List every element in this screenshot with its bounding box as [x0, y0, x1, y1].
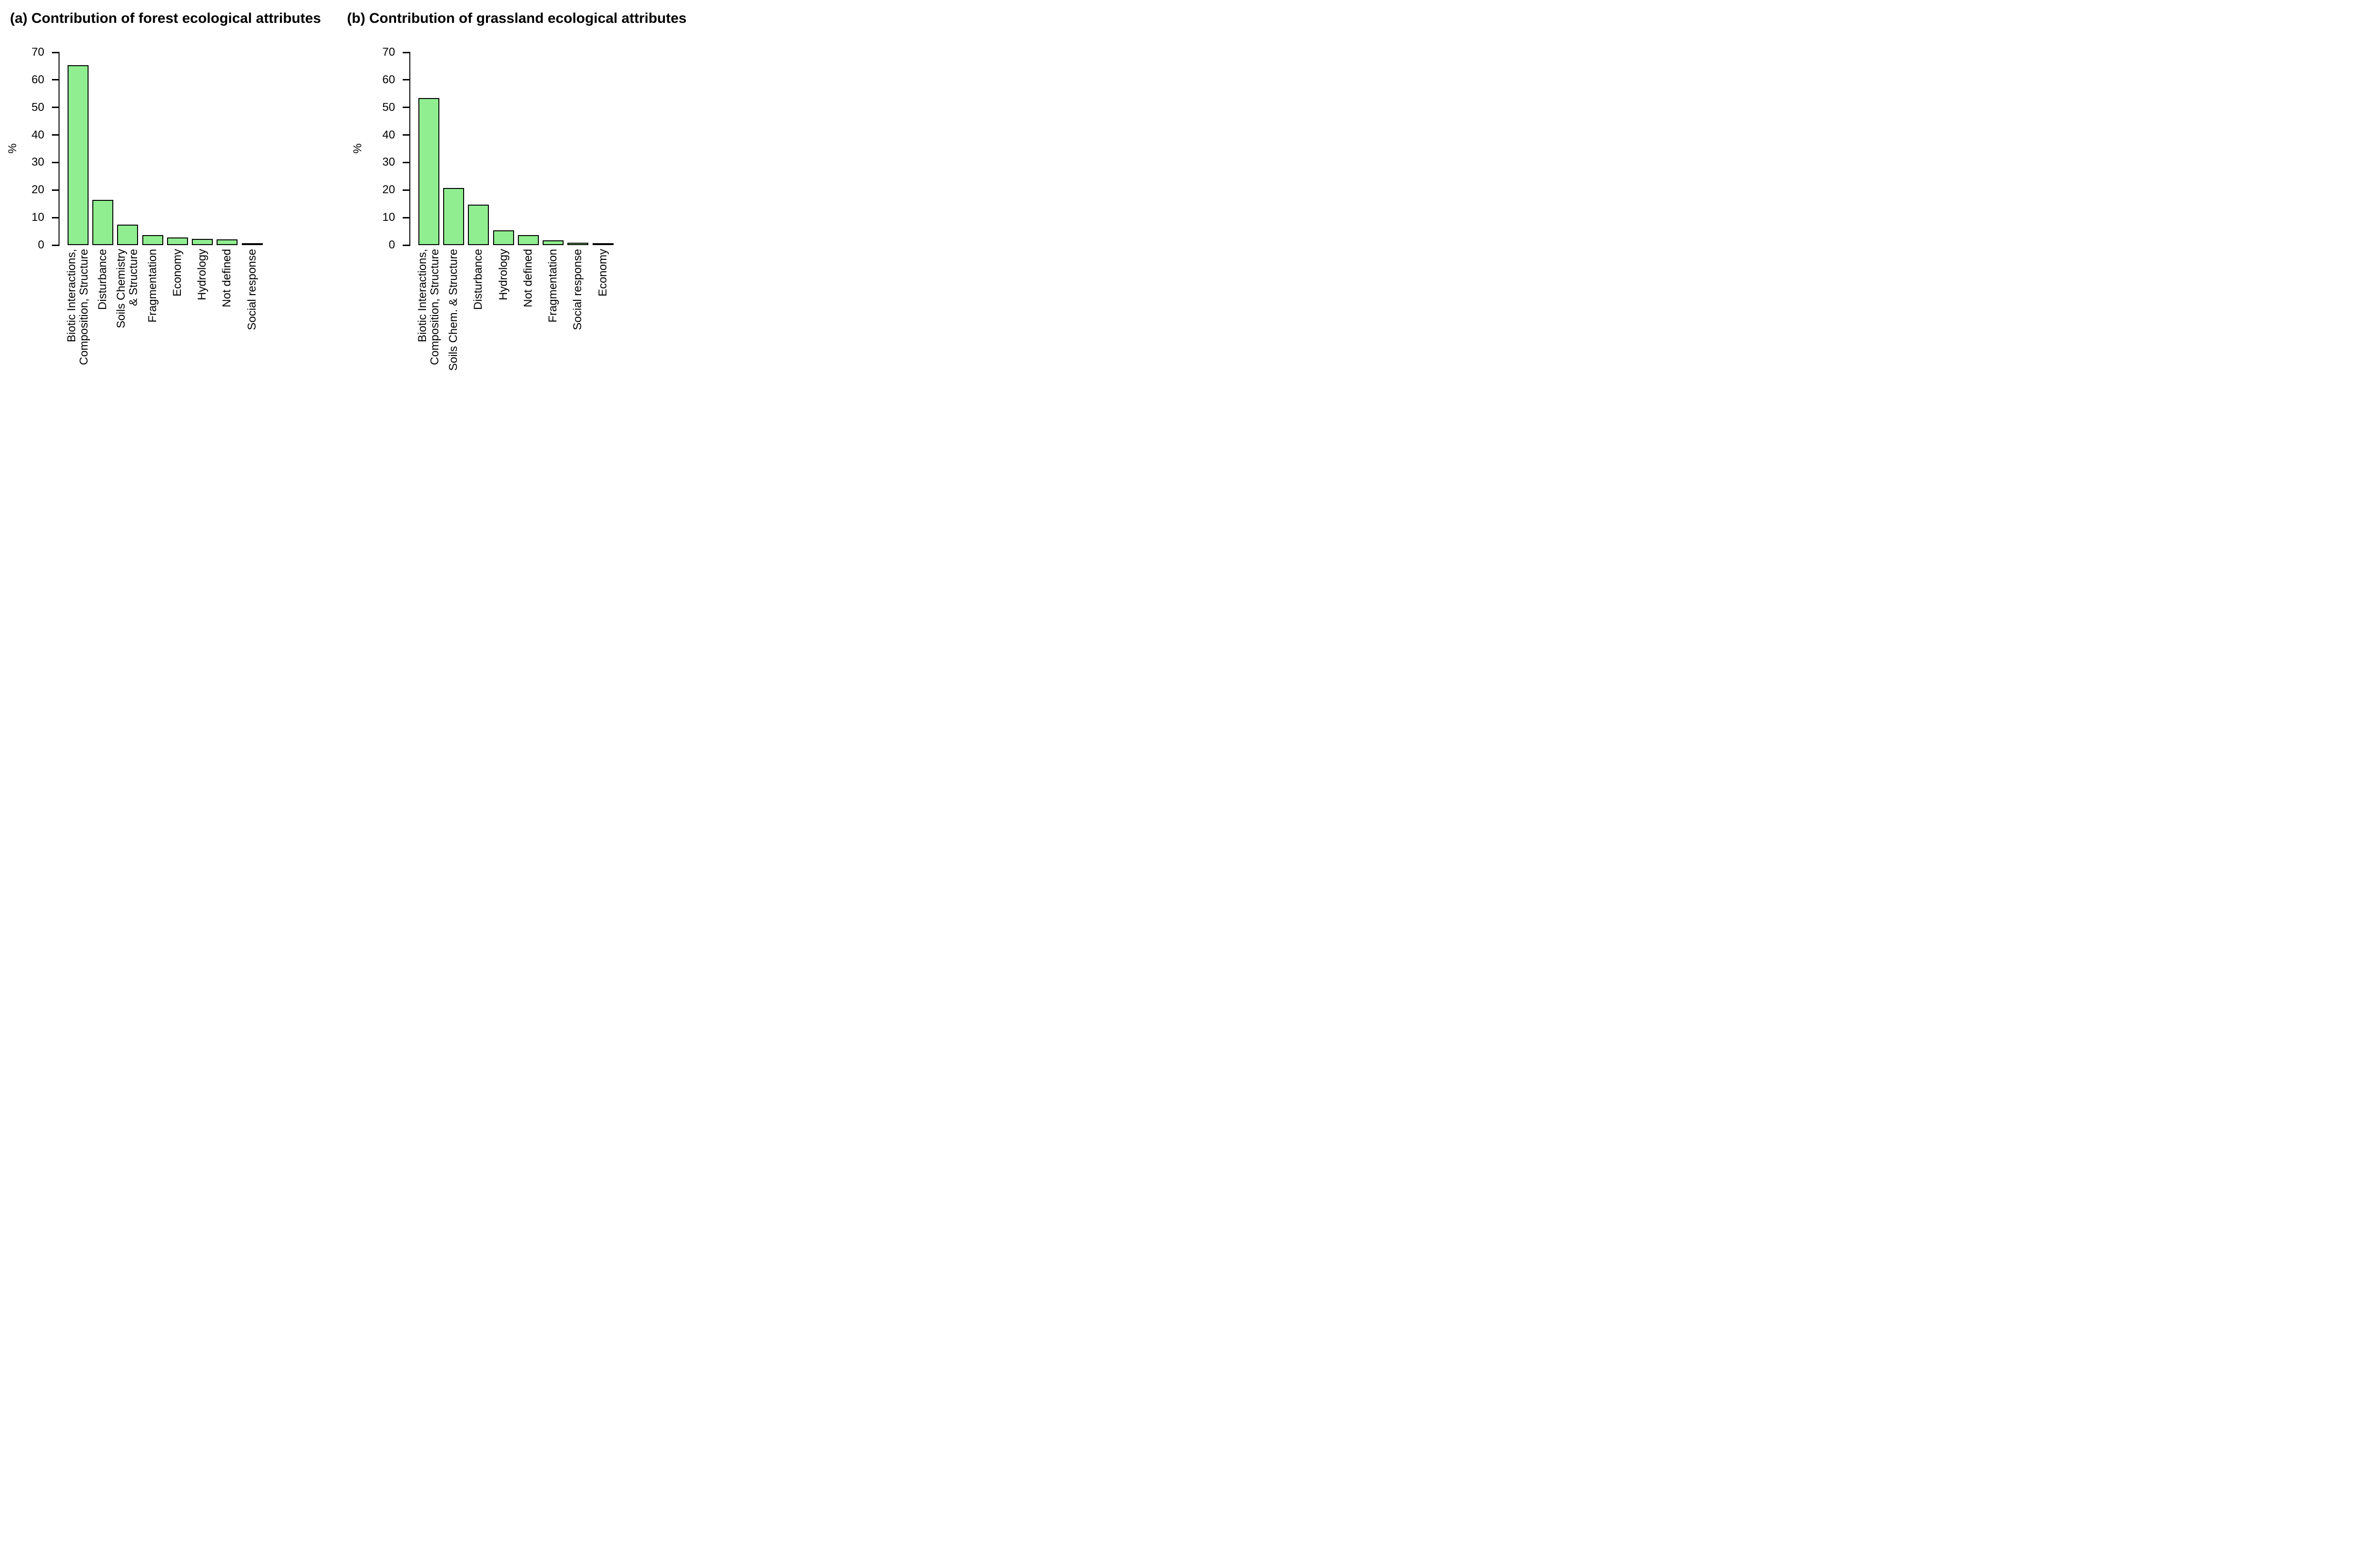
- bar-7: [217, 239, 238, 245]
- x-tick-label: Hydrology: [196, 249, 208, 301]
- y-tick: [403, 134, 409, 136]
- x-tick-label: Economy: [596, 249, 609, 297]
- x-tick-label: Disturbance: [472, 249, 485, 310]
- x-tick-label: Biotic Interactions, Composition, Struct…: [416, 249, 441, 366]
- plot-area-forest: 0 10 20 30 40 50 60 70 Biotic Interactions, Comp…: [0, 0, 345, 388]
- x-tick-label: Soils Chemistry & Structure: [115, 249, 140, 328]
- bar-3: [468, 204, 489, 245]
- x-tick-label: Hydrology: [496, 249, 510, 301]
- x-tick-label: Fragmentation: [146, 249, 159, 323]
- y-tick-label: 20: [31, 183, 44, 197]
- bar-5: [517, 235, 539, 245]
- bar-6: [543, 240, 564, 245]
- bar-6: [192, 239, 213, 245]
- y-tick-label: 60: [382, 73, 395, 86]
- x-tick-label: Economy: [170, 249, 184, 297]
- x-tick-label: Not defined: [220, 249, 234, 307]
- y-tick-label: 30: [382, 156, 395, 169]
- x-tick-label: Soils Chem. & Structure: [447, 249, 460, 371]
- chart-title-grassland: (b) Contribution of grassland ecological…: [347, 10, 687, 26]
- y-tick-label: 70: [31, 46, 44, 59]
- bar-8: [241, 243, 263, 245]
- y-tick-label: 10: [382, 211, 395, 224]
- x-tick-label: Social response: [571, 249, 585, 330]
- y-tick: [52, 189, 59, 191]
- bar-2: [92, 200, 113, 245]
- bar-5: [167, 237, 188, 245]
- y-tick: [403, 244, 409, 246]
- y-tick-label: 40: [31, 128, 44, 141]
- x-tick-label: Disturbance: [96, 249, 109, 310]
- y-tick: [52, 244, 59, 246]
- bar-3: [117, 224, 139, 245]
- x-tick-label: Not defined: [521, 249, 535, 307]
- x-tick-label: Fragmentation: [546, 249, 559, 323]
- y-tick-label: 0: [38, 238, 44, 251]
- x-tick-label: Social response: [245, 249, 258, 330]
- bar-1: [67, 65, 89, 245]
- y-tick: [403, 161, 409, 163]
- y-tick-label: 60: [31, 73, 44, 86]
- y-axis-line: [59, 51, 60, 246]
- y-tick-label: 0: [388, 238, 395, 251]
- bar-4: [493, 230, 514, 245]
- bar-7: [567, 242, 589, 245]
- y-tick-label: 30: [31, 156, 44, 169]
- y-tick-label: 50: [382, 100, 395, 114]
- bar-4: [142, 235, 163, 245]
- y-tick: [52, 217, 59, 218]
- chart-title-forest: (a) Contribution of forest ecological at…: [10, 10, 321, 26]
- x-tick-label: Biotic Interactions, Composition, Struct…: [65, 249, 90, 366]
- bar-1: [418, 98, 439, 245]
- y-tick-label: 40: [382, 128, 395, 141]
- y-tick: [52, 107, 59, 109]
- y-tick-label: 20: [382, 183, 395, 197]
- y-tick: [403, 51, 409, 53]
- bar-2: [443, 188, 464, 245]
- chart-panel-forest: (a) Contribution of forest ecological at…: [0, 0, 345, 388]
- y-tick-label: 10: [31, 211, 44, 224]
- y-tick: [403, 79, 409, 81]
- y-tick-label: 70: [382, 46, 395, 59]
- y-tick: [403, 107, 409, 109]
- bar-8: [592, 243, 614, 245]
- y-tick: [403, 217, 409, 218]
- plot-area-grassland: 0 10 20 30 40 50 60 70 Biotic Interactions, Comp…: [345, 0, 690, 388]
- figure-canvas: { "figure": { "background": "#ffffff", "…: [0, 0, 690, 388]
- y-tick: [52, 134, 59, 136]
- y-axis-line: [409, 51, 410, 246]
- y-tick: [52, 161, 59, 163]
- chart-panel-grassland: (b) Contribution of grassland ecological…: [345, 0, 690, 388]
- y-tick: [52, 51, 59, 53]
- y-tick: [403, 189, 409, 191]
- y-tick-label: 50: [31, 100, 44, 114]
- y-tick: [52, 79, 59, 81]
